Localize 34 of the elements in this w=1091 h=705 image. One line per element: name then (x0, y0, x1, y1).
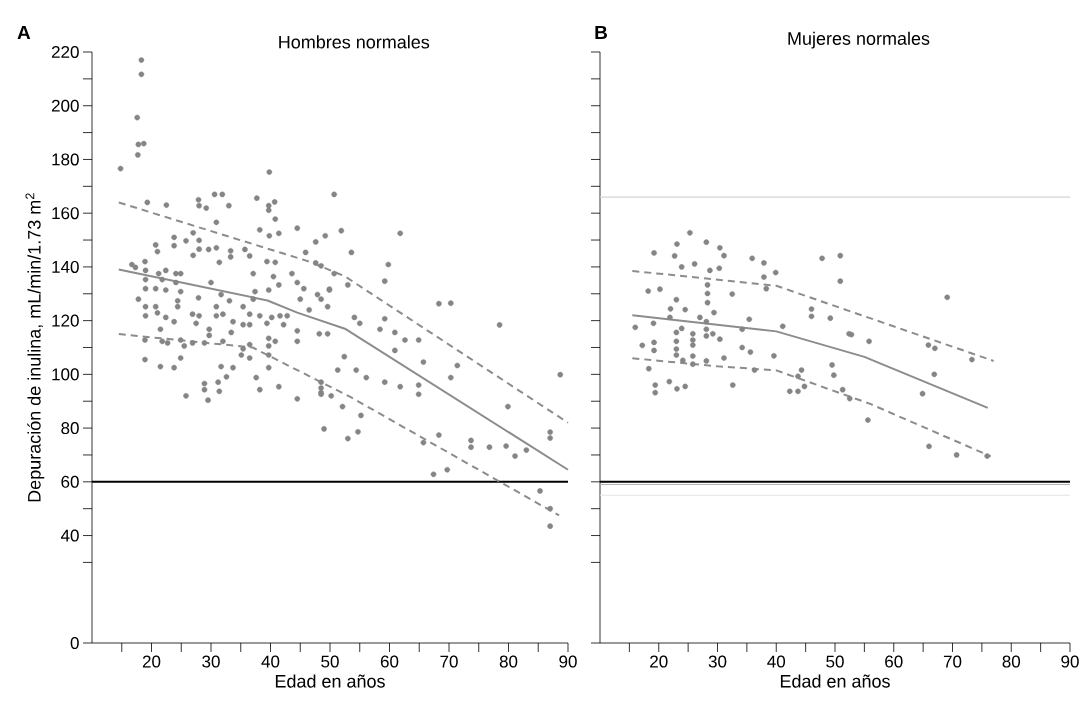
x-tick-label: 40 (261, 655, 280, 668)
y-tick-label: 220 (51, 45, 79, 59)
y-tick-label: 100 (52, 368, 79, 381)
x-tick-label: 70 (943, 655, 962, 668)
chart-title: Mujeres normales (788, 31, 930, 49)
text: A (17, 25, 31, 40)
x-tick-label: 80 (1002, 655, 1021, 668)
x-tick-label: 80 (499, 655, 518, 668)
x-tick-label: 60 (885, 655, 903, 668)
y-tick-label: 120 (52, 314, 79, 327)
x-tick-label: 30 (202, 655, 220, 668)
x-axis-title: Edad en años (275, 674, 385, 688)
x-tick-label: 40 (767, 655, 786, 668)
y-tick-label: 140 (52, 260, 79, 273)
y-tick-label: 60 (61, 475, 79, 488)
x-axis-title: Edad en años (780, 674, 890, 688)
x-tick-label: 30 (708, 655, 727, 668)
x-tick-label: 90 (559, 655, 577, 668)
y-tick-label: 200 (51, 99, 79, 112)
y-tick-label: 180 (52, 153, 79, 166)
y-tick-label: 40 (60, 529, 79, 542)
x-tick-label: 90 (1061, 655, 1079, 668)
x-tick-label: 20 (650, 655, 668, 668)
x-tick-label: 20 (142, 655, 161, 668)
x-tick-label: 50 (826, 655, 844, 668)
y-tick-label: 80 (61, 422, 79, 435)
x-tick-label: 60 (380, 655, 399, 668)
x-tick-label: 50 (321, 655, 339, 668)
x-tick-label: 70 (440, 655, 458, 668)
chart-title: Hombres normales (279, 35, 430, 49)
y-tick-label: 0 (70, 636, 79, 650)
y-axis-title: Depuración de inulina, mL/min/1.73 m$^{2}$ (25, 193, 45, 502)
y-tick-label: 160 (52, 207, 79, 220)
text: B (595, 25, 607, 40)
